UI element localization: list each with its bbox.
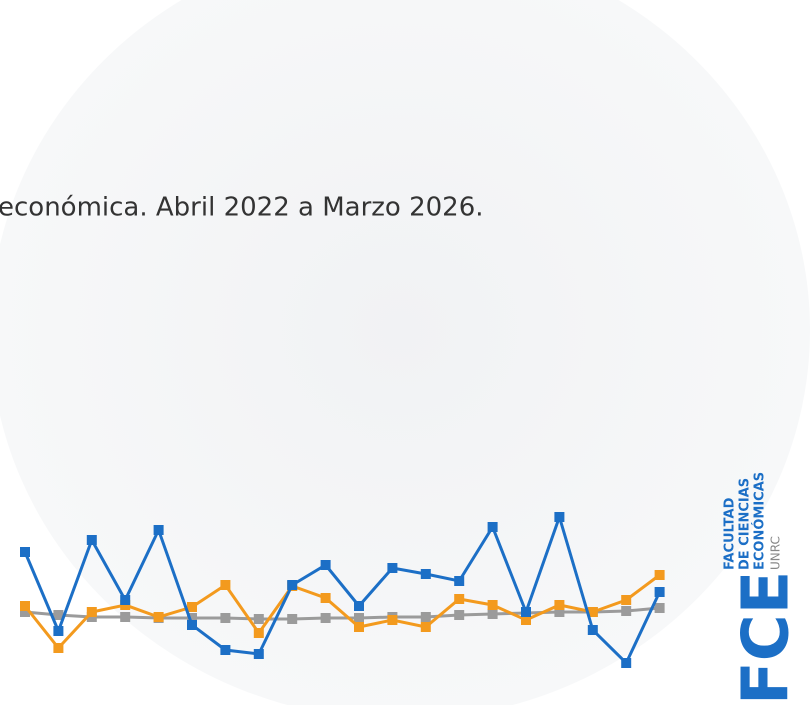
point-marker xyxy=(20,547,30,557)
point-marker xyxy=(254,649,264,659)
point-marker xyxy=(287,580,297,590)
point-marker xyxy=(554,600,564,610)
point-marker xyxy=(154,525,164,535)
point-marker xyxy=(521,607,531,617)
point-marker xyxy=(421,612,431,622)
point-marker xyxy=(120,612,130,622)
point-marker xyxy=(220,580,230,590)
page: {"chart_data": {"type": "line", "title":… xyxy=(0,0,811,705)
point-marker xyxy=(454,610,464,620)
point-marker xyxy=(87,607,97,617)
point-marker xyxy=(421,569,431,579)
point-marker xyxy=(321,560,331,570)
point-marker xyxy=(287,614,297,624)
point-marker xyxy=(321,613,331,623)
point-marker xyxy=(254,628,264,638)
chart-title: económica. Abril 2022 a Marzo 2026. xyxy=(0,193,484,223)
point-marker xyxy=(621,606,631,616)
point-marker xyxy=(187,602,197,612)
point-marker xyxy=(421,622,431,632)
logo-university: UNRC xyxy=(769,536,783,570)
logo-line: FACULTAD xyxy=(723,497,738,570)
point-marker xyxy=(220,645,230,655)
logo-mark: FCE xyxy=(730,571,804,705)
point-marker xyxy=(454,576,464,586)
point-marker xyxy=(321,593,331,603)
point-marker xyxy=(488,600,498,610)
point-marker xyxy=(387,615,397,625)
point-marker xyxy=(554,512,564,522)
point-marker xyxy=(220,613,230,623)
point-marker xyxy=(488,609,498,619)
point-marker xyxy=(588,625,598,635)
point-marker xyxy=(354,613,364,623)
point-marker xyxy=(87,535,97,545)
point-marker xyxy=(354,601,364,611)
point-marker xyxy=(120,595,130,605)
point-marker xyxy=(655,603,665,613)
point-marker xyxy=(621,658,631,668)
logo: FCE FACULTAD DE CIENCIAS ECONÓMICAS UNRC xyxy=(723,472,804,705)
point-marker xyxy=(187,620,197,630)
point-marker xyxy=(53,643,63,653)
point-marker xyxy=(655,570,665,580)
point-marker xyxy=(254,614,264,624)
point-marker xyxy=(20,601,30,611)
point-marker xyxy=(387,563,397,573)
point-marker xyxy=(621,595,631,605)
point-marker xyxy=(53,626,63,636)
point-marker xyxy=(354,622,364,632)
point-marker xyxy=(655,587,665,597)
logo-line: DE CIENCIAS xyxy=(738,478,753,570)
point-marker xyxy=(488,522,498,532)
point-marker xyxy=(154,612,164,622)
slide: económica. Abril 2022 a Marzo 2026. FCE … xyxy=(0,0,811,705)
logo-line: ECONÓMICAS xyxy=(752,472,768,570)
point-marker xyxy=(454,594,464,604)
